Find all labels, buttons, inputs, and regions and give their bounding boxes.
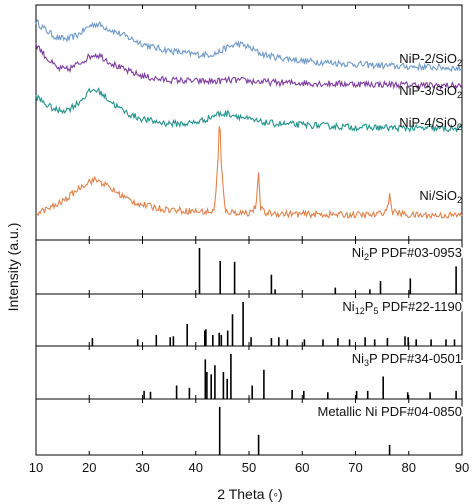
x-tick-label: 50 xyxy=(242,460,256,475)
x-axis-label: 2 Theta (◦) xyxy=(217,486,282,502)
reference-label-halo: Ni12P5 PDF#22-1190 xyxy=(342,299,462,316)
x-tick-label: 80 xyxy=(402,460,416,475)
chart-panels: NiP-2/SiO2 NiP-3/SiO2 NiP-4/SiO2 Ni/SiO2 Ni2… xyxy=(35,4,464,456)
series-line-nip-4-sio2 xyxy=(35,87,463,133)
series-line-nip-2-sio2 xyxy=(35,19,463,73)
series-label: NiP-4/SiO2 xyxy=(399,115,462,132)
series-line-ni-sio2 xyxy=(35,126,463,220)
series-label: Ni/SiO2 xyxy=(419,188,462,205)
reference-label-halo: Ni3P PDF#34-0501 xyxy=(352,351,462,368)
panel-frame xyxy=(35,4,463,241)
series-line-nip-3-sio2 xyxy=(35,42,463,91)
x-tick-label: 70 xyxy=(348,460,362,475)
series-label: NiP-3/SiO2 xyxy=(399,83,462,100)
series-label: NiP-2/SiO2 xyxy=(399,51,462,68)
reference-label-halo: Metallic Ni PDF#04-0850 xyxy=(317,404,462,419)
x-axis-ticks: 10 20 30 40 50 60 70 80 90 xyxy=(29,460,469,475)
x-tick-label: 40 xyxy=(189,460,203,475)
panel-xrd-patterns: NiP-2/SiO2 NiP-3/SiO2 NiP-4/SiO2 Ni/SiO2 xyxy=(35,4,463,241)
reference-label: Ni2P PDF#03-0953 xyxy=(352,245,462,262)
reference-label: Ni3P PDF#34-0501 xyxy=(352,351,462,368)
y-axis-label: Intensity (a.u.) xyxy=(5,223,21,312)
reference-label-halo: Ni2P PDF#03-0953 xyxy=(352,245,462,262)
x-tick-label: 60 xyxy=(295,460,309,475)
x-tick-label: 30 xyxy=(135,460,149,475)
x-tick-label: 20 xyxy=(82,460,96,475)
reference-label: Ni12P5 PDF#22-1190 xyxy=(342,299,462,316)
reference-label: Metallic Ni PDF#04-0850 xyxy=(317,404,462,419)
x-tick-label: 90 xyxy=(455,460,469,475)
x-tick-label: 10 xyxy=(29,460,43,475)
